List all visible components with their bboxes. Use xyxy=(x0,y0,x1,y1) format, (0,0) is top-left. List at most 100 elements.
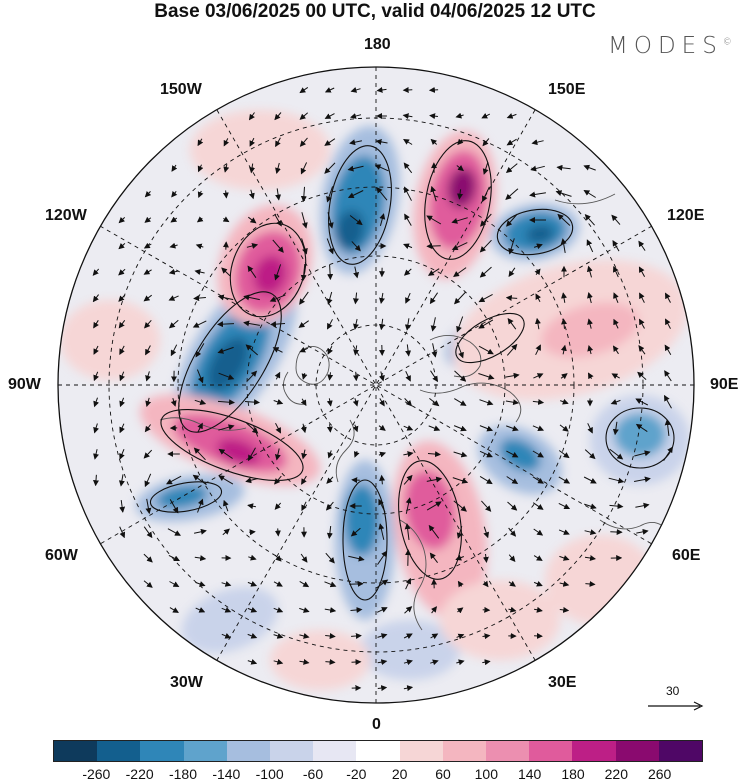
wind-arrow-icon xyxy=(426,243,441,250)
wind-arrow-icon xyxy=(457,580,464,588)
wind-arrow-icon xyxy=(300,398,307,407)
wind-arrow-icon xyxy=(301,212,308,229)
wind-arrow-icon xyxy=(350,527,361,537)
wind-arrow-icon xyxy=(430,317,437,332)
wind-arrow-icon xyxy=(637,371,647,380)
wind-arrow-icon xyxy=(327,372,334,381)
wind-arrow-icon xyxy=(300,263,307,281)
wind-arrow-icon xyxy=(327,212,334,229)
wind-arrow-icon xyxy=(217,321,235,328)
wind-arrow-icon xyxy=(375,138,388,145)
wind-arrow-icon xyxy=(249,163,256,174)
wind-arrow-icon xyxy=(327,319,333,330)
wind-arrow-icon xyxy=(326,291,333,305)
wind-arrow-icon xyxy=(508,238,515,255)
anomaly-patch xyxy=(253,255,287,295)
wind-arrow-icon xyxy=(453,500,467,512)
wind-vectors xyxy=(92,86,673,692)
wind-arrow-icon xyxy=(428,86,439,93)
wind-arrow-icon xyxy=(483,526,490,539)
wind-arrow-icon xyxy=(478,293,493,303)
wind-arrow-icon xyxy=(299,633,310,639)
wind-arrow-icon xyxy=(561,292,567,303)
wind-arrow-icon xyxy=(168,295,179,301)
lon-label-60e: 60E xyxy=(672,547,701,564)
wind-arrow-icon xyxy=(505,163,518,174)
wind-arrow-icon xyxy=(426,215,442,225)
wind-arrow-icon xyxy=(92,294,99,303)
wind-arrow-icon xyxy=(299,137,308,147)
graticule xyxy=(58,67,694,703)
wind-arrow-icon xyxy=(454,292,466,305)
wind-arrow-icon xyxy=(404,523,411,540)
wind-arrow-icon xyxy=(274,528,281,537)
wind-arrow-icon xyxy=(325,501,334,511)
wind-arrow-icon xyxy=(169,499,179,514)
wind-arrow-icon xyxy=(325,632,336,639)
wind-arrow-icon xyxy=(195,243,204,250)
wind-arrow-icon xyxy=(426,476,443,483)
wind-arrow-icon xyxy=(249,529,256,536)
wind-arrow-icon xyxy=(197,422,203,433)
wind-arrow-icon xyxy=(144,424,152,433)
wind-arrow-icon xyxy=(378,318,385,331)
wind-arrow-icon xyxy=(588,372,594,380)
wind-arrow-icon xyxy=(301,501,307,512)
anomaly-patch xyxy=(190,110,330,190)
wind-arrow-icon xyxy=(427,268,440,276)
wind-arrow-icon xyxy=(168,268,179,275)
wind-arrow-icon xyxy=(533,373,544,379)
wind-arrow-icon xyxy=(508,554,516,563)
wind-arrow-icon xyxy=(274,502,282,510)
wind-arrow-icon xyxy=(171,164,178,172)
wind-arrow-icon xyxy=(534,317,541,330)
wind-arrow-icon xyxy=(430,138,438,146)
wind-arrow-icon xyxy=(376,86,387,93)
wind-arrow-icon xyxy=(326,186,334,203)
anomaly-patch xyxy=(440,580,560,660)
wind-arrow-icon xyxy=(556,164,571,171)
wind-arrow-icon xyxy=(479,425,494,432)
wind-arrow-icon xyxy=(535,293,541,303)
wind-arrow-icon xyxy=(324,162,336,174)
wind-arrow-icon xyxy=(143,294,153,302)
wind-arrow-icon xyxy=(222,528,230,536)
lon-label-180: 180 xyxy=(364,36,391,53)
wind-arrow-icon xyxy=(275,188,282,201)
wind-arrow-icon xyxy=(532,476,544,484)
wind-arrow-icon xyxy=(119,449,125,460)
wind-arrow-icon xyxy=(248,447,256,462)
wind-arrow-icon xyxy=(456,316,464,333)
wind-arrow-icon xyxy=(324,581,337,588)
wind-arrow-icon xyxy=(326,424,333,433)
wind-arrow-icon xyxy=(664,419,671,436)
height-contours xyxy=(149,140,675,601)
lon-label-120w: 120W xyxy=(45,207,87,224)
wind-arrow-icon xyxy=(145,397,152,408)
wind-arrow-icon xyxy=(379,292,385,304)
colorbar-tick-label: -140 xyxy=(212,766,241,782)
wind-arrow-icon xyxy=(558,450,570,459)
wind-arrow-icon xyxy=(351,241,361,252)
wind-arrow-icon xyxy=(196,369,204,384)
wind-arrow-icon xyxy=(298,320,309,328)
wind-arrow-icon xyxy=(274,448,281,461)
wind-arrow-icon xyxy=(379,474,386,485)
wind-arrow-icon xyxy=(586,239,594,253)
wind-arrow-icon xyxy=(377,659,388,666)
wind-arrow-icon xyxy=(218,475,234,485)
wind-arrow-icon xyxy=(479,475,493,485)
wind-arrow-icon xyxy=(561,318,568,329)
anomaly-patch xyxy=(207,337,249,391)
map-boundary xyxy=(57,66,695,704)
colorbar-tick-label: -60 xyxy=(302,766,324,782)
wind-arrow-icon xyxy=(479,239,492,253)
wind-arrow-icon xyxy=(638,240,646,251)
wind-arrow-icon xyxy=(326,238,334,255)
colorbar-swatch xyxy=(226,741,271,761)
wind-arrow-icon xyxy=(193,447,206,461)
wind-arrow-icon xyxy=(248,554,257,561)
wind-arrow-icon xyxy=(300,162,308,175)
colorbar-tick-label: 180 xyxy=(561,766,585,782)
wind-arrow-icon xyxy=(587,292,593,304)
